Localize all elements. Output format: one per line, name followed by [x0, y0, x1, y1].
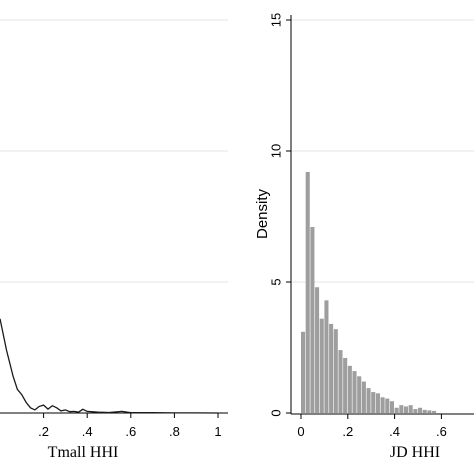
histogram-bar	[324, 300, 329, 413]
histogram-bar	[432, 410, 437, 413]
left-x-axis-title: Tmall HHI	[48, 444, 119, 461]
histogram-bar	[389, 401, 394, 413]
histogram-bar	[352, 371, 357, 413]
histogram-bar	[375, 393, 380, 413]
right-panel: 0 5 10 15 0 .2 .4 .6 Density JD HHI	[254, 13, 474, 461]
histogram-bar	[338, 350, 343, 413]
left-panel: .2 .4 .6 .8 1 Tmall HHI	[0, 19, 228, 461]
right-x-tick-label: .2	[342, 424, 353, 439]
histogram-bar	[361, 381, 366, 413]
histogram-bar	[347, 365, 352, 413]
histogram-bar	[329, 323, 334, 413]
left-x-tick-label: .2	[38, 424, 49, 439]
histogram-bar	[301, 331, 306, 413]
histogram-bar	[371, 392, 376, 413]
histogram-bar	[385, 398, 390, 413]
left-x-tick-label: 1	[214, 424, 221, 439]
right-x-tick-label: .6	[436, 424, 447, 439]
histogram-bar	[427, 410, 432, 413]
histogram-bar	[343, 357, 348, 413]
histogram-bar	[399, 405, 404, 413]
left-x-tick-label: .8	[169, 424, 180, 439]
right-x-axis-title: JD HHI	[390, 444, 440, 461]
histogram-bar	[357, 376, 362, 413]
right-y-tick-label: 5	[269, 278, 284, 285]
histogram-bar	[319, 318, 324, 413]
histogram-bar	[366, 388, 371, 413]
left-x-tick-label: .6	[125, 424, 136, 439]
histogram-bar	[403, 406, 409, 413]
histogram-bar	[315, 287, 320, 413]
histogram-bar	[394, 407, 399, 413]
histogram-bar	[305, 171, 310, 413]
left-density-line	[0, 318, 219, 414]
histogram-bar	[408, 405, 413, 413]
right-y-axis-title: Density	[254, 188, 271, 239]
right-x-tick-label: 0	[297, 424, 304, 439]
histogram-bar	[413, 409, 418, 413]
histogram-bar	[422, 409, 427, 413]
histogram-bar	[380, 397, 385, 413]
histogram-bar	[333, 329, 338, 413]
right-y-tick-label: 0	[269, 409, 284, 416]
left-x-tick-label: .4	[82, 424, 93, 439]
right-y-tick-label: 15	[269, 13, 284, 27]
histogram-bar	[418, 407, 423, 413]
right-y-tick-label: 10	[269, 144, 284, 158]
right-x-tick-label: .4	[389, 424, 400, 439]
histogram-bar	[310, 226, 315, 413]
